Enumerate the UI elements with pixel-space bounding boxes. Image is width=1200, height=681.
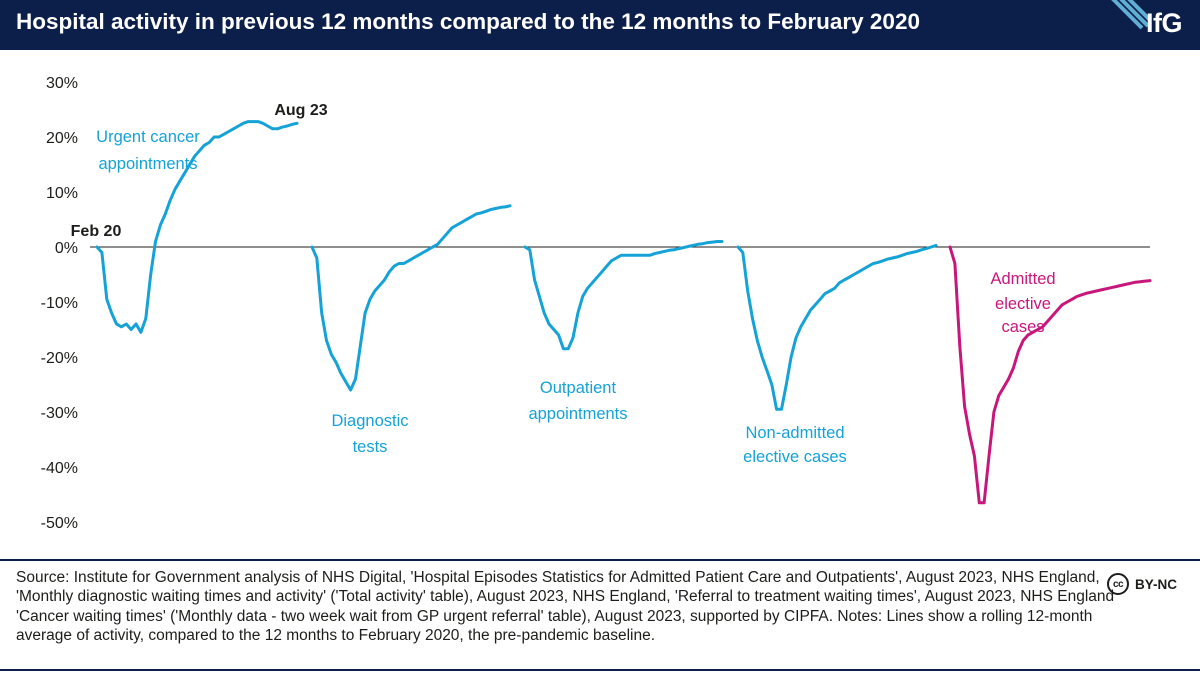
series-line-1: [95, 120, 299, 334]
series-label-5: Admitted elective cases: [990, 270, 1055, 336]
series-line-2: [310, 204, 512, 392]
footer-divider: [0, 559, 1200, 561]
y-tick-label: 10%: [46, 185, 78, 202]
source-note: Source: Institute for Government analysi…: [16, 569, 1115, 645]
series-line-5: [948, 245, 1152, 505]
end-annotation: Aug 23: [274, 102, 327, 119]
series-label-2: Diagnostic tests: [331, 412, 408, 456]
series-lines: [95, 120, 1152, 505]
y-tick-label: 0%: [55, 240, 78, 257]
start-annotation: Feb 20: [71, 223, 122, 240]
ifg-logo: IfG: [1146, 8, 1183, 38]
license-badge: cc BY-NC: [1107, 573, 1177, 595]
y-tick-label: -40%: [41, 460, 78, 477]
y-tick-label: -30%: [41, 405, 78, 422]
y-axis: 30% 20% 10% 0% -10% -20% -30% -40% -50%: [41, 75, 78, 532]
ifg-logo-stripes-icon: [1111, 0, 1148, 30]
y-tick-label: -20%: [41, 350, 78, 367]
chart-area: 30% 20% 10% 0% -10% -20% -30% -40% -50% Urgent c…: [0, 50, 1200, 560]
chart-title: Hospital activity in previous 12 months …: [16, 9, 920, 34]
license-label: BY-NC: [1135, 576, 1178, 592]
chart-header: Hospital activity in previous 12 months …: [0, 0, 1200, 50]
series-labels: Urgent cancer appointments Diagnostic tests…: [96, 128, 1055, 466]
bottom-rule: [0, 669, 1200, 671]
y-tick-label: -10%: [41, 295, 78, 312]
series-label-1: Urgent cancer appointments: [96, 128, 200, 173]
series-label-3: Outpatient appointments: [528, 379, 627, 423]
y-tick-label: -50%: [41, 515, 78, 532]
y-tick-label: 20%: [46, 130, 78, 147]
series-line-4: [736, 243, 938, 411]
line-chart: 30% 20% 10% 0% -10% -20% -30% -40% -50% Urgent c…: [41, 75, 1152, 532]
series-label-4: Non-admitted elective cases: [743, 424, 847, 466]
series-line-3: [523, 240, 724, 351]
y-tick-label: 30%: [46, 75, 78, 92]
creative-commons-icon: cc: [1107, 573, 1129, 595]
